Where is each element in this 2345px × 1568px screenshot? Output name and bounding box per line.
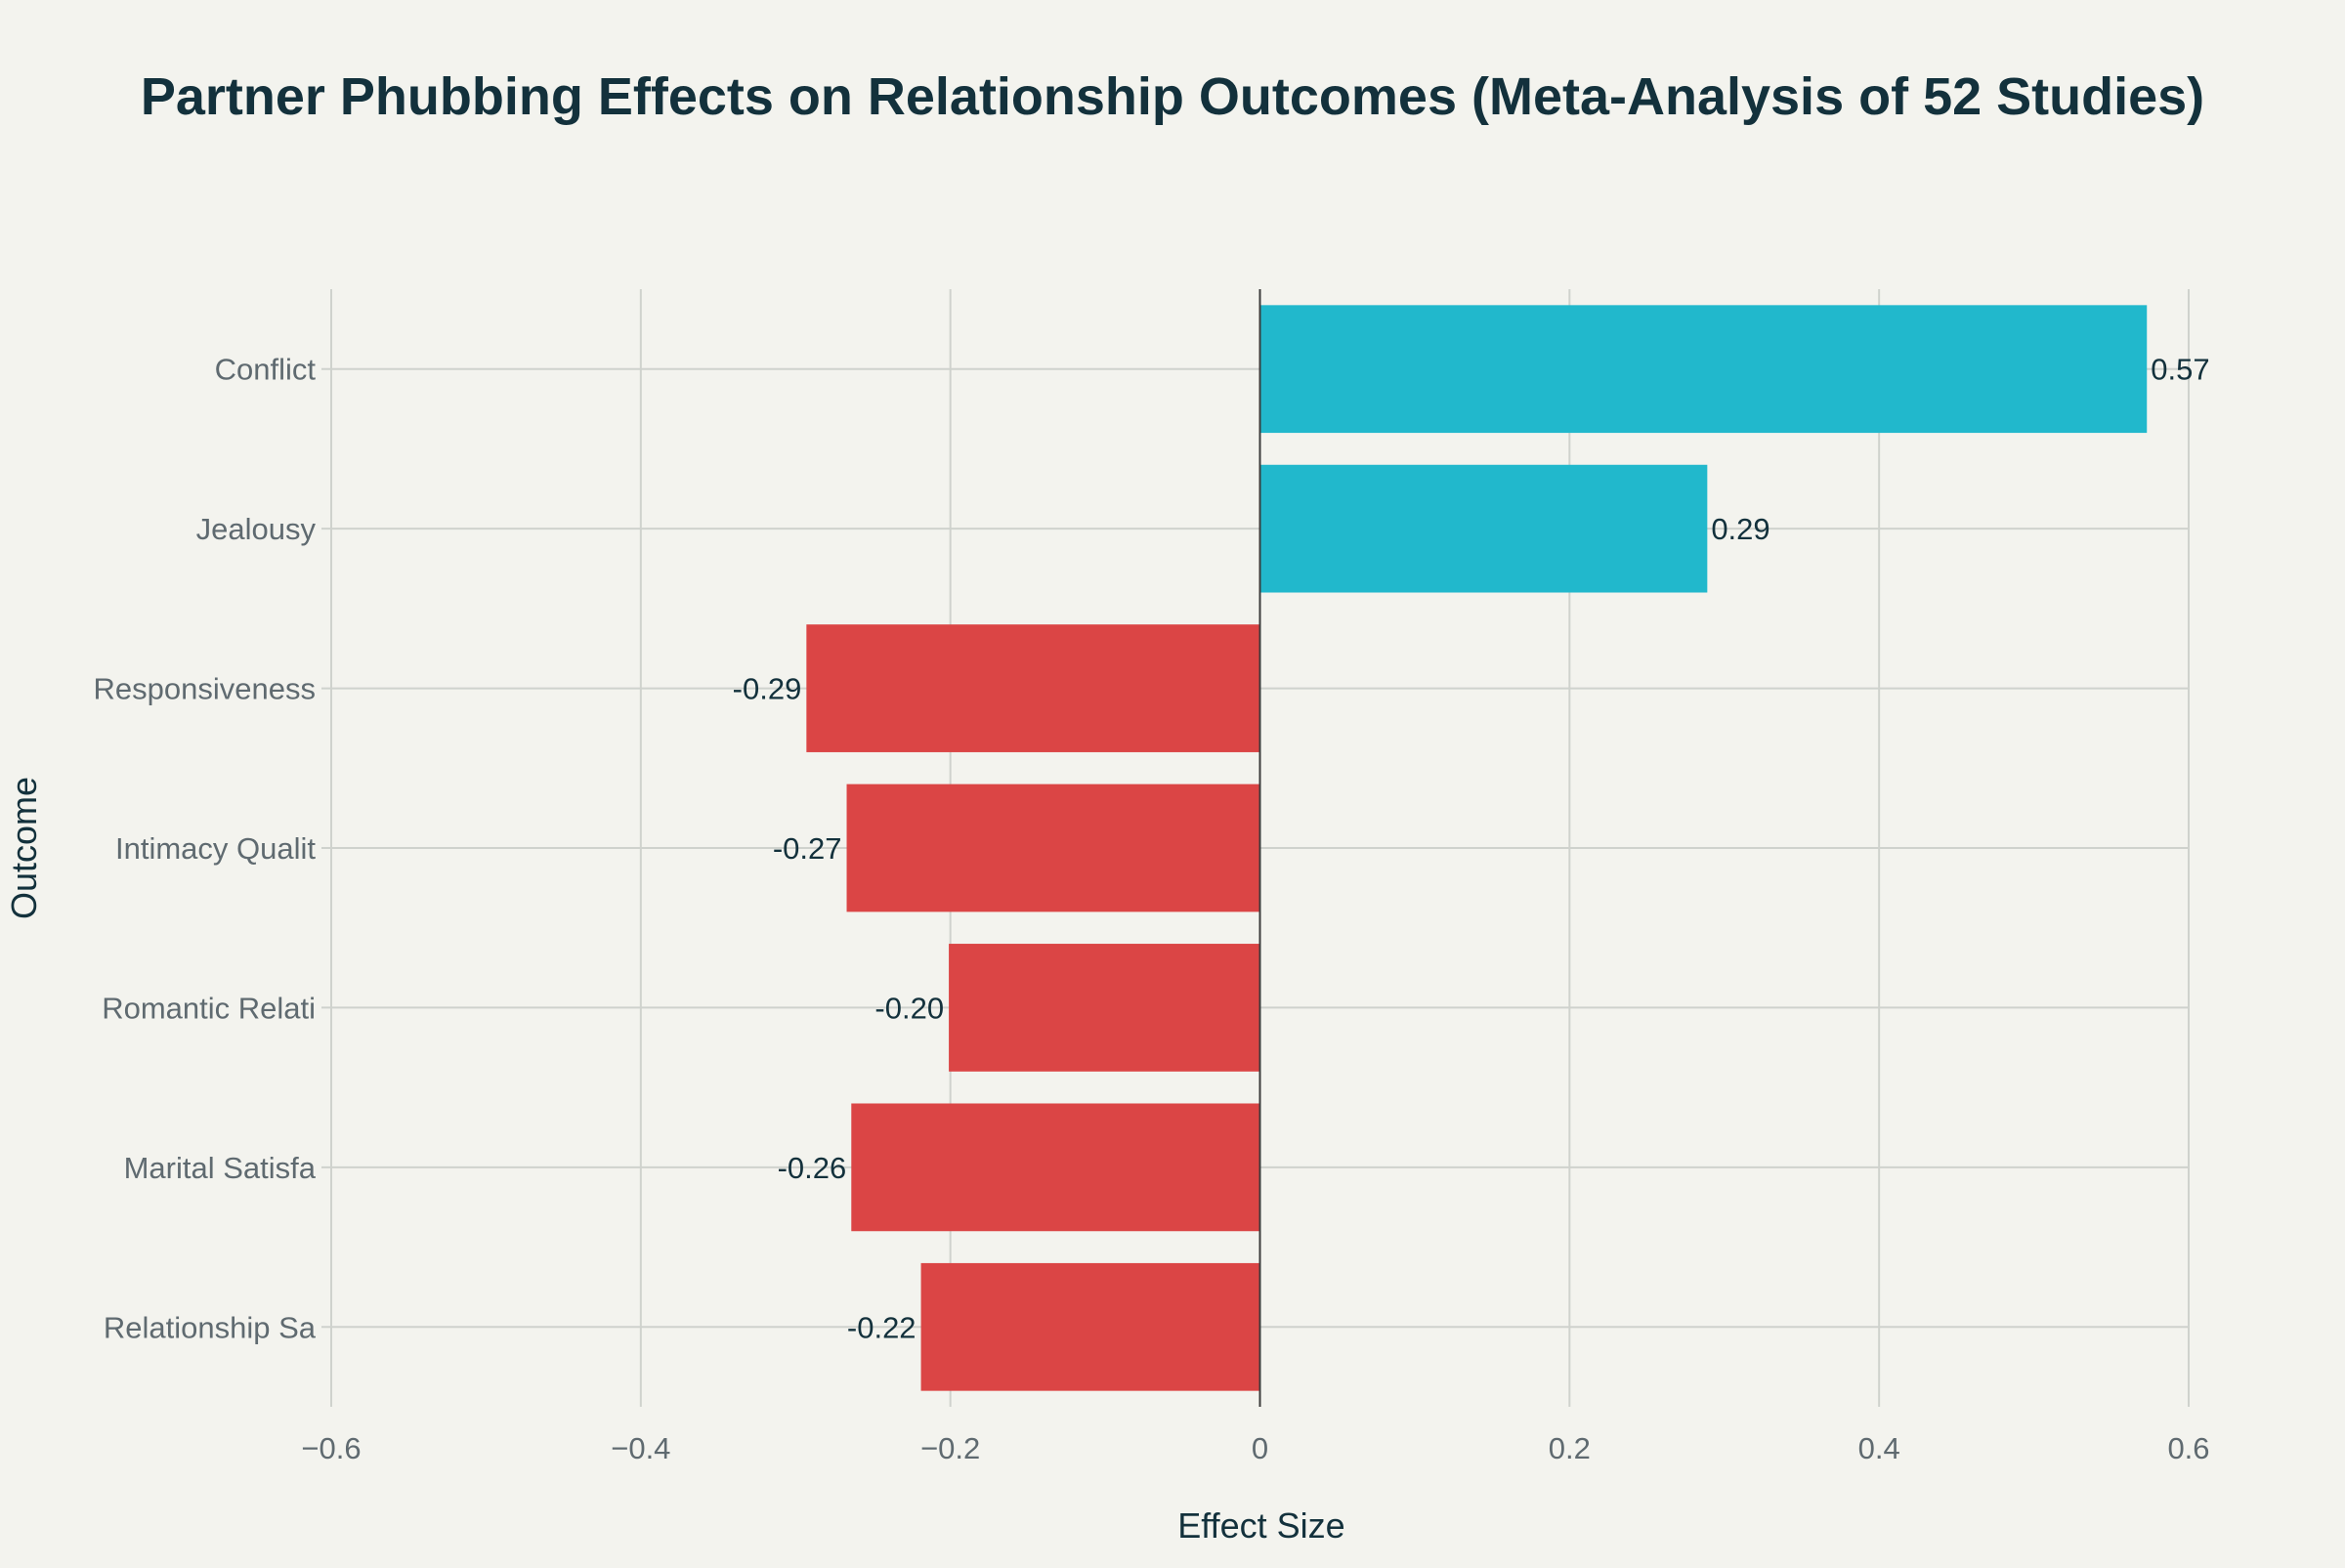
x-tick-label: 0 xyxy=(1252,1431,1268,1465)
bar-jealousy xyxy=(1259,464,1708,593)
bar-value-label: -0.26 xyxy=(778,1151,847,1185)
chart-title: Partner Phubbing Effects on Relationship… xyxy=(141,67,2204,126)
y-tick-label: Intimacy Qualit xyxy=(115,831,316,866)
bar-value-label: -0.20 xyxy=(874,991,944,1025)
bar-value-label: -0.29 xyxy=(733,672,802,706)
x-tick-label: 0.6 xyxy=(2167,1431,2209,1465)
bar-marital-satisfa xyxy=(851,1103,1260,1232)
bar-value-label: 0.29 xyxy=(1711,512,1769,546)
bar-romantic-relati xyxy=(949,944,1260,1072)
bar-value-label: 0.57 xyxy=(2151,353,2209,387)
data-labels: 0.57 0.29 -0.29 -0.27 -0.20 -0.26 -0.22 xyxy=(733,353,2210,1345)
bar-value-label: -0.27 xyxy=(773,831,842,866)
y-axis-ticks: Conflict Jealousy Responsiveness Intimacy Q… xyxy=(94,353,317,1345)
x-tick-label: 0.4 xyxy=(1858,1431,1900,1465)
y-axis-title: Outcome xyxy=(4,777,44,919)
x-tick-label: −0.2 xyxy=(920,1431,980,1465)
bar-conflict xyxy=(1259,305,2148,434)
x-tick-label: 0.2 xyxy=(1549,1431,1591,1465)
y-tick-label: Relationship Sa xyxy=(104,1310,317,1344)
bar-intimacy-qualit xyxy=(846,784,1260,912)
x-tick-label: −0.4 xyxy=(611,1431,670,1465)
bars xyxy=(806,305,2148,1391)
y-tick-label: Responsiveness xyxy=(94,672,316,706)
bar-responsiveness xyxy=(806,624,1260,752)
x-tick-label: −0.6 xyxy=(301,1431,361,1465)
bar-relationship-sa xyxy=(920,1262,1260,1391)
bar-value-label: -0.22 xyxy=(847,1310,917,1344)
x-axis-title: Effect Size xyxy=(1177,1505,1344,1546)
x-axis-ticks: −0.6 −0.4 −0.2 0 0.2 0.4 0.6 xyxy=(301,1431,2209,1465)
y-tick-label: Conflict xyxy=(215,353,317,387)
y-tick-label: Jealousy xyxy=(196,512,317,546)
y-tick-label: Romantic Relati xyxy=(102,991,316,1025)
y-tick-label: Marital Satisfa xyxy=(124,1151,317,1185)
